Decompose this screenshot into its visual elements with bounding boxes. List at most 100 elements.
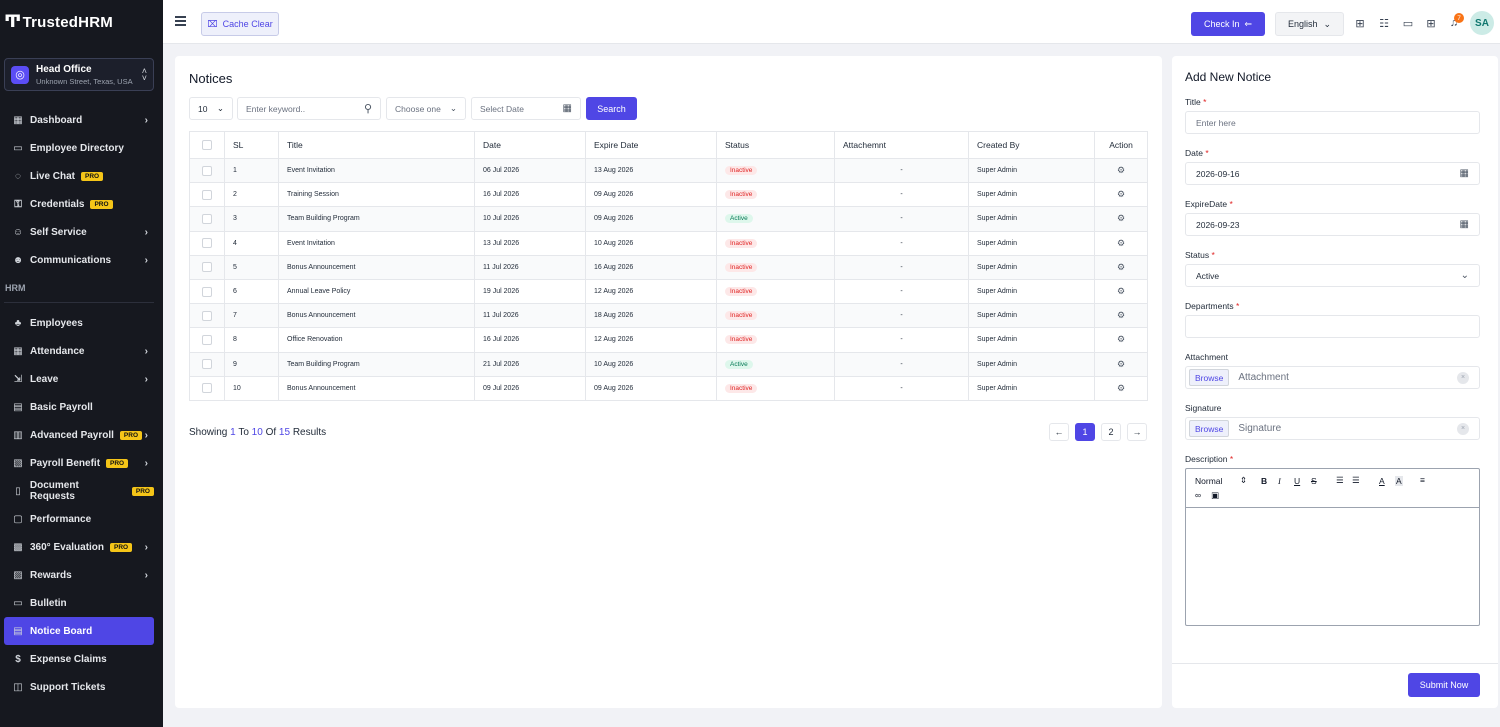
expire-date-input[interactable]: 2026-09-23 ▦ [1185,213,1480,236]
row-checkbox[interactable] [202,286,212,297]
bell-icon[interactable]: ♫ [1449,17,1459,29]
row-checkbox-cell[interactable] [189,351,225,377]
row-checkbox-cell[interactable] [189,303,225,329]
sidebar-item-communications[interactable]: ☻ Communications › [4,246,154,274]
sidebar-item-performance[interactable]: ▢ Performance [4,505,154,533]
sidebar-item-support-tickets[interactable]: ◫ Support Tickets [4,673,154,701]
sidebar-item-rewards[interactable]: ▨ Rewards › [4,561,154,589]
title-input[interactable]: Enter here [1185,111,1480,134]
clear-icon[interactable]: × [1457,371,1469,384]
status-select[interactable]: Active ⌄ [1185,264,1480,287]
sidebar-item-advanced-payroll[interactable]: ▥ Advanced Payroll PRO › [4,421,154,449]
italic-icon[interactable]: I [1278,476,1281,486]
row-checkbox-cell[interactable] [189,327,225,353]
row-checkbox-cell[interactable] [189,157,225,184]
action-menu-icon[interactable]: ⚙ [1116,358,1126,369]
per-page-select[interactable]: 10 ⌄ [189,97,233,120]
row-checkbox[interactable] [202,334,212,345]
column-header-expire-date[interactable]: Expire Date [585,131,717,159]
message-icon[interactable]: ▭ [1402,17,1414,30]
row-checkbox[interactable] [202,213,212,224]
row-checkbox-cell[interactable] [189,278,225,305]
row-checkbox[interactable] [202,262,212,273]
pagination-prev-button[interactable]: ← [1049,423,1069,441]
pagination-page-2[interactable]: 2 [1101,423,1121,441]
add-icon[interactable]: ⊞ [1355,17,1365,30]
sidebar-item-live-chat[interactable]: ◌ Live Chat PRO [4,162,154,190]
calendar-icon[interactable]: ▦ [1459,219,1469,230]
text-color-icon[interactable]: A [1379,476,1385,486]
action-menu-icon[interactable]: ⚙ [1116,237,1126,248]
action-menu-icon[interactable]: ⚙ [1116,382,1126,393]
apps-grid-icon[interactable]: ⊞ [1426,17,1436,30]
action-menu-icon[interactable]: ⚙ [1116,310,1126,321]
row-checkbox-cell[interactable] [189,375,225,401]
pagination-page-1[interactable]: 1 [1075,423,1095,441]
column-header-sl[interactable]: SL [224,131,279,159]
search-button[interactable]: Search [586,97,637,120]
sidebar-item-employees[interactable]: ♣ Employees [4,309,154,337]
action-menu-icon[interactable]: ⚙ [1116,334,1126,345]
row-checkbox-cell[interactable] [189,254,225,280]
row-checkbox[interactable] [202,359,212,370]
row-checkbox-cell[interactable] [189,182,225,208]
attachment-browse-button[interactable]: Browse [1189,369,1230,386]
language-selector[interactable]: English ⌄ [1275,12,1344,36]
row-checkbox[interactable] [202,383,212,394]
select-all-checkbox-cell[interactable] [189,131,225,159]
signature-browse-button[interactable]: Browse [1189,420,1230,437]
column-header-title[interactable]: Title [278,131,475,159]
format-select[interactable]: Normal [1195,476,1222,486]
sidebar-item-360-evaluation[interactable]: ▩ 360° Evaluation PRO › [4,533,154,561]
action-menu-icon[interactable]: ⚙ [1116,213,1126,224]
sidebar-item-bulletin[interactable]: ▭ Bulletin [4,589,154,617]
avatar[interactable]: SA [1470,11,1494,35]
image-icon[interactable]: ▣ [1211,490,1220,500]
attachment-file-input[interactable]: Browse Attachment × [1185,366,1480,389]
underline-icon[interactable]: U [1294,476,1301,486]
column-header-created-by[interactable]: Created By [968,131,1095,159]
sidebar-item-expense-claims[interactable]: $ Expense Claims [4,645,154,673]
row-checkbox[interactable] [202,238,212,249]
row-checkbox[interactable] [202,310,212,321]
align-icon[interactable]: ≡ [1420,475,1425,485]
column-header-status[interactable]: Status [716,131,835,159]
background-color-icon[interactable]: A [1395,476,1403,486]
clear-icon[interactable]: × [1457,422,1469,435]
note-icon[interactable]: ☷ [1379,17,1389,30]
strikethrough-icon[interactable]: S [1311,476,1317,486]
link-icon[interactable]: ∞ [1195,490,1202,500]
sidebar-item-basic-payroll[interactable]: ▤ Basic Payroll [4,393,154,421]
cache-clear-button[interactable]: ⌧ Cache Clear [201,12,279,36]
check-in-button[interactable]: Check In ⇐ [1191,12,1265,36]
brand-logo[interactable]: Ͳ TrustedHRM [0,0,163,44]
date-filter-input[interactable]: Select Date ▦ [471,97,581,120]
ordered-list-icon[interactable]: ☰ [1336,475,1344,485]
sidebar-item-leave[interactable]: ⇲ Leave › [4,365,154,393]
sidebar-item-document-requests[interactable]: ▯ Document Requests PRO [4,477,154,505]
sidebar-item-self-service[interactable]: ☺ Self Service › [4,218,154,246]
menu-toggle-icon[interactable] [175,16,186,28]
row-checkbox[interactable] [202,165,212,176]
sidebar-item-notice-board[interactable]: ▤ Notice Board [4,617,154,645]
sidebar-item-dashboard[interactable]: ▦ Dashboard › [4,106,154,134]
sidebar-item-credentials[interactable]: ⚿ Credentials PRO [4,190,154,218]
action-menu-icon[interactable]: ⚙ [1116,165,1126,176]
status-filter-select[interactable]: Choose one ⌄ [386,97,466,120]
column-header-attachment[interactable]: Attachemnt [834,131,969,159]
bold-icon[interactable]: B [1261,476,1268,486]
keyword-search-input[interactable]: Enter keyword.. ⚲ [237,97,381,120]
row-checkbox-cell[interactable] [189,206,225,232]
select-all-checkbox[interactable] [202,140,212,151]
sidebar-item-employee-directory[interactable]: ▭ Employee Directory [4,134,154,162]
action-menu-icon[interactable]: ⚙ [1116,189,1126,200]
action-menu-icon[interactable]: ⚙ [1116,286,1126,297]
sidebar-item-attendance[interactable]: ▦ Attendance › [4,337,154,365]
date-input[interactable]: 2026-09-16 ▦ [1185,162,1480,185]
submit-button[interactable]: Submit Now [1408,673,1480,697]
row-checkbox-cell[interactable] [189,230,225,256]
departments-select[interactable] [1185,315,1480,338]
bullet-list-icon[interactable]: ☰ [1352,475,1360,485]
branch-selector[interactable]: ◎ Head Office Unknown Street, Texas, USA… [4,58,154,91]
sidebar-item-payroll-benefit[interactable]: ▧ Payroll Benefit PRO › [4,449,154,477]
